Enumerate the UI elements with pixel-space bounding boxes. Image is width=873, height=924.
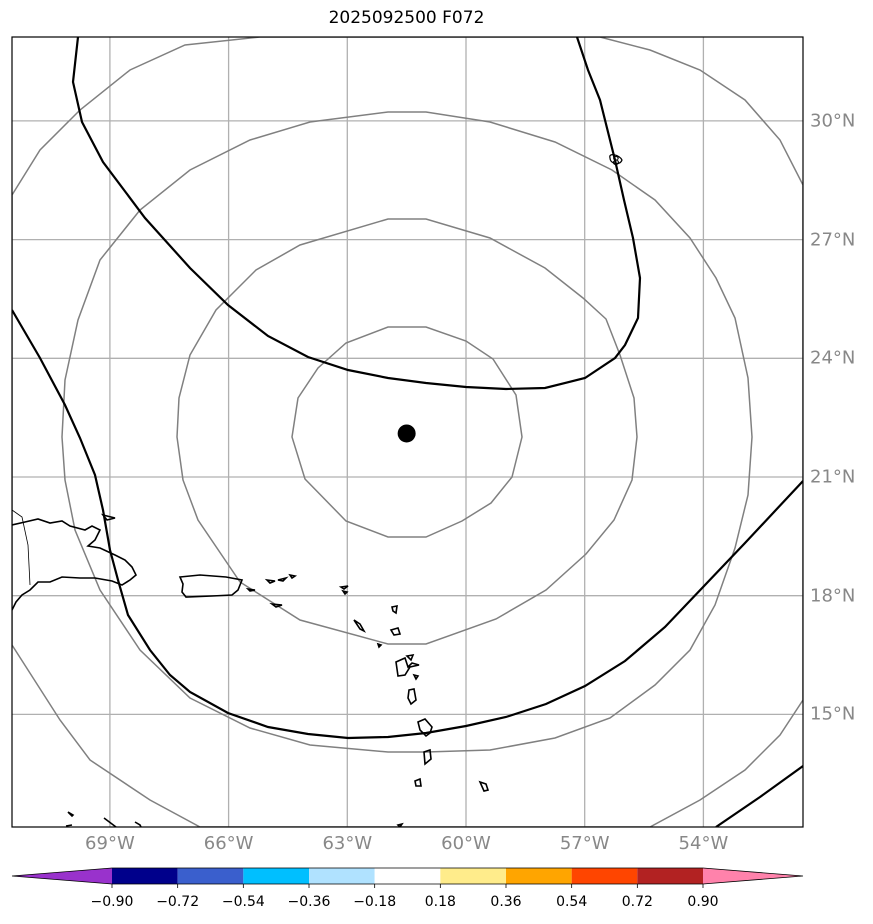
grenadines (396, 822, 404, 827)
islet-1 (264, 578, 276, 584)
islet-6 (338, 585, 349, 590)
longitude-label: 60°W (441, 833, 491, 854)
islet-15 (103, 817, 117, 827)
colorbar-tick-label: 0.54 (556, 894, 588, 910)
islet-12 (405, 653, 415, 662)
latitude-label: 21°N (810, 466, 856, 488)
colorbar-extend-high (703, 868, 803, 884)
graticule (12, 37, 803, 827)
islet-16 (134, 821, 142, 827)
colorbar-segment (571, 868, 638, 884)
colorbar-tick-label: −0.36 (287, 894, 331, 910)
colorbar-tick-label: −0.90 (90, 894, 134, 910)
colorbar-tick-label: −0.18 (353, 894, 397, 910)
colorbar-segment (309, 868, 375, 884)
islet-2 (277, 576, 289, 582)
latitude-label: 18°N (810, 585, 856, 607)
colorbar-extend-low (12, 868, 112, 884)
hispaniola-coast (12, 518, 137, 611)
latitude-label: 24°N (810, 347, 856, 369)
longitude-label: 57°W (559, 833, 610, 854)
map-title: 2025092500 F072 (328, 8, 485, 28)
turks-caicos (100, 513, 116, 521)
martinique (417, 718, 433, 738)
colorbar-tick-label: −0.54 (221, 894, 265, 910)
contour-southeast (715, 765, 803, 827)
colorbar-tick-label: −0.72 (156, 894, 200, 910)
saint-vincent (414, 777, 422, 787)
dominica (407, 688, 417, 706)
map-frame (11, 36, 804, 828)
colorbar-tick-label: 0.36 (490, 894, 522, 910)
coastlines (12, 154, 623, 827)
colorbar (11, 867, 804, 888)
islet-17 (65, 824, 73, 827)
longitude-label: 63°W (322, 833, 373, 854)
range-ring-3 (61, 111, 753, 753)
colorbar-segment (374, 868, 441, 884)
guadeloupe (395, 656, 420, 677)
longitude-label: 66°W (203, 833, 254, 854)
latitude-label: 30°N (810, 110, 856, 132)
colorbar-tick-label: 0.90 (687, 894, 719, 910)
latitude-label: 15°N (810, 703, 856, 725)
islet-7 (341, 589, 349, 596)
islet-4 (245, 587, 256, 592)
colorbar-segment (637, 868, 703, 884)
saint-lucia (423, 748, 432, 766)
colorbar-segment (177, 868, 244, 884)
islet-10 (389, 627, 402, 636)
islet-11 (376, 642, 383, 649)
haiti-border (12, 509, 31, 586)
contour-label: 8 (612, 154, 620, 168)
longitude-label: 54°W (678, 833, 729, 854)
islet-8 (391, 604, 398, 615)
barbados (478, 780, 490, 792)
islet-5 (269, 602, 283, 608)
colorbar-tick-label: 0.18 (424, 894, 456, 910)
islet-18 (609, 154, 623, 165)
islet-13 (412, 673, 420, 681)
contour-south (12, 309, 803, 740)
colorbar-tick-label: 0.72 (621, 894, 653, 910)
contours (12, 37, 803, 827)
range-ring-4 (12, 37, 803, 827)
islet-3 (288, 573, 298, 580)
longitude-label: 69°W (85, 833, 135, 854)
storm-center-marker (397, 424, 416, 443)
range-rings (12, 37, 803, 827)
colorbar-segment (112, 868, 178, 884)
range-ring-1 (291, 326, 523, 538)
islet-9 (353, 619, 367, 633)
colorbar-segment (243, 868, 309, 884)
colorbar-segment (506, 868, 572, 884)
puerto-rico-coast (178, 574, 244, 598)
latitude-label: 27°N (810, 229, 856, 251)
range-ring-2 (176, 218, 638, 645)
contour-north (71, 37, 642, 391)
islet-14 (67, 811, 75, 818)
colorbar-segment (440, 868, 506, 884)
